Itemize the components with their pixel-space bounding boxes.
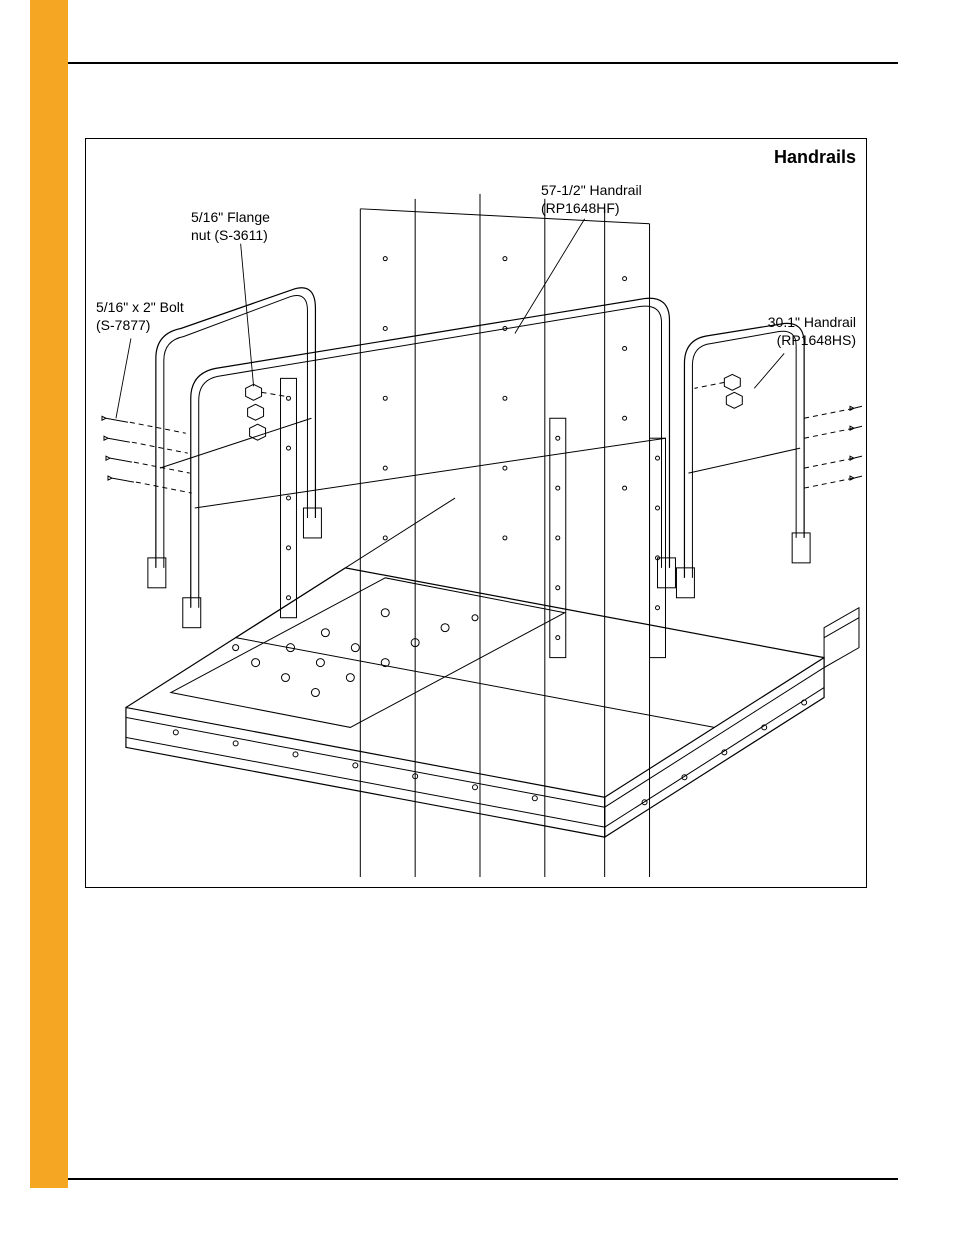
platform-frame: [126, 498, 859, 837]
page: Handrails 5/16" x 2" Bolt (S-7877) 5/16"…: [0, 0, 954, 1235]
exploded-hardware-left: [102, 384, 286, 493]
exploded-hardware-right: [694, 374, 862, 488]
diagram: [86, 139, 866, 887]
trunking: [360, 194, 649, 877]
deck-plate: [171, 578, 565, 728]
top-rule: [68, 62, 898, 64]
bottom-rule: [68, 1178, 898, 1180]
diagram-svg: [86, 139, 866, 887]
figure-frame: Handrails 5/16" x 2" Bolt (S-7877) 5/16"…: [85, 138, 867, 888]
handrails: [148, 288, 810, 628]
accent-bar: [30, 0, 68, 1188]
